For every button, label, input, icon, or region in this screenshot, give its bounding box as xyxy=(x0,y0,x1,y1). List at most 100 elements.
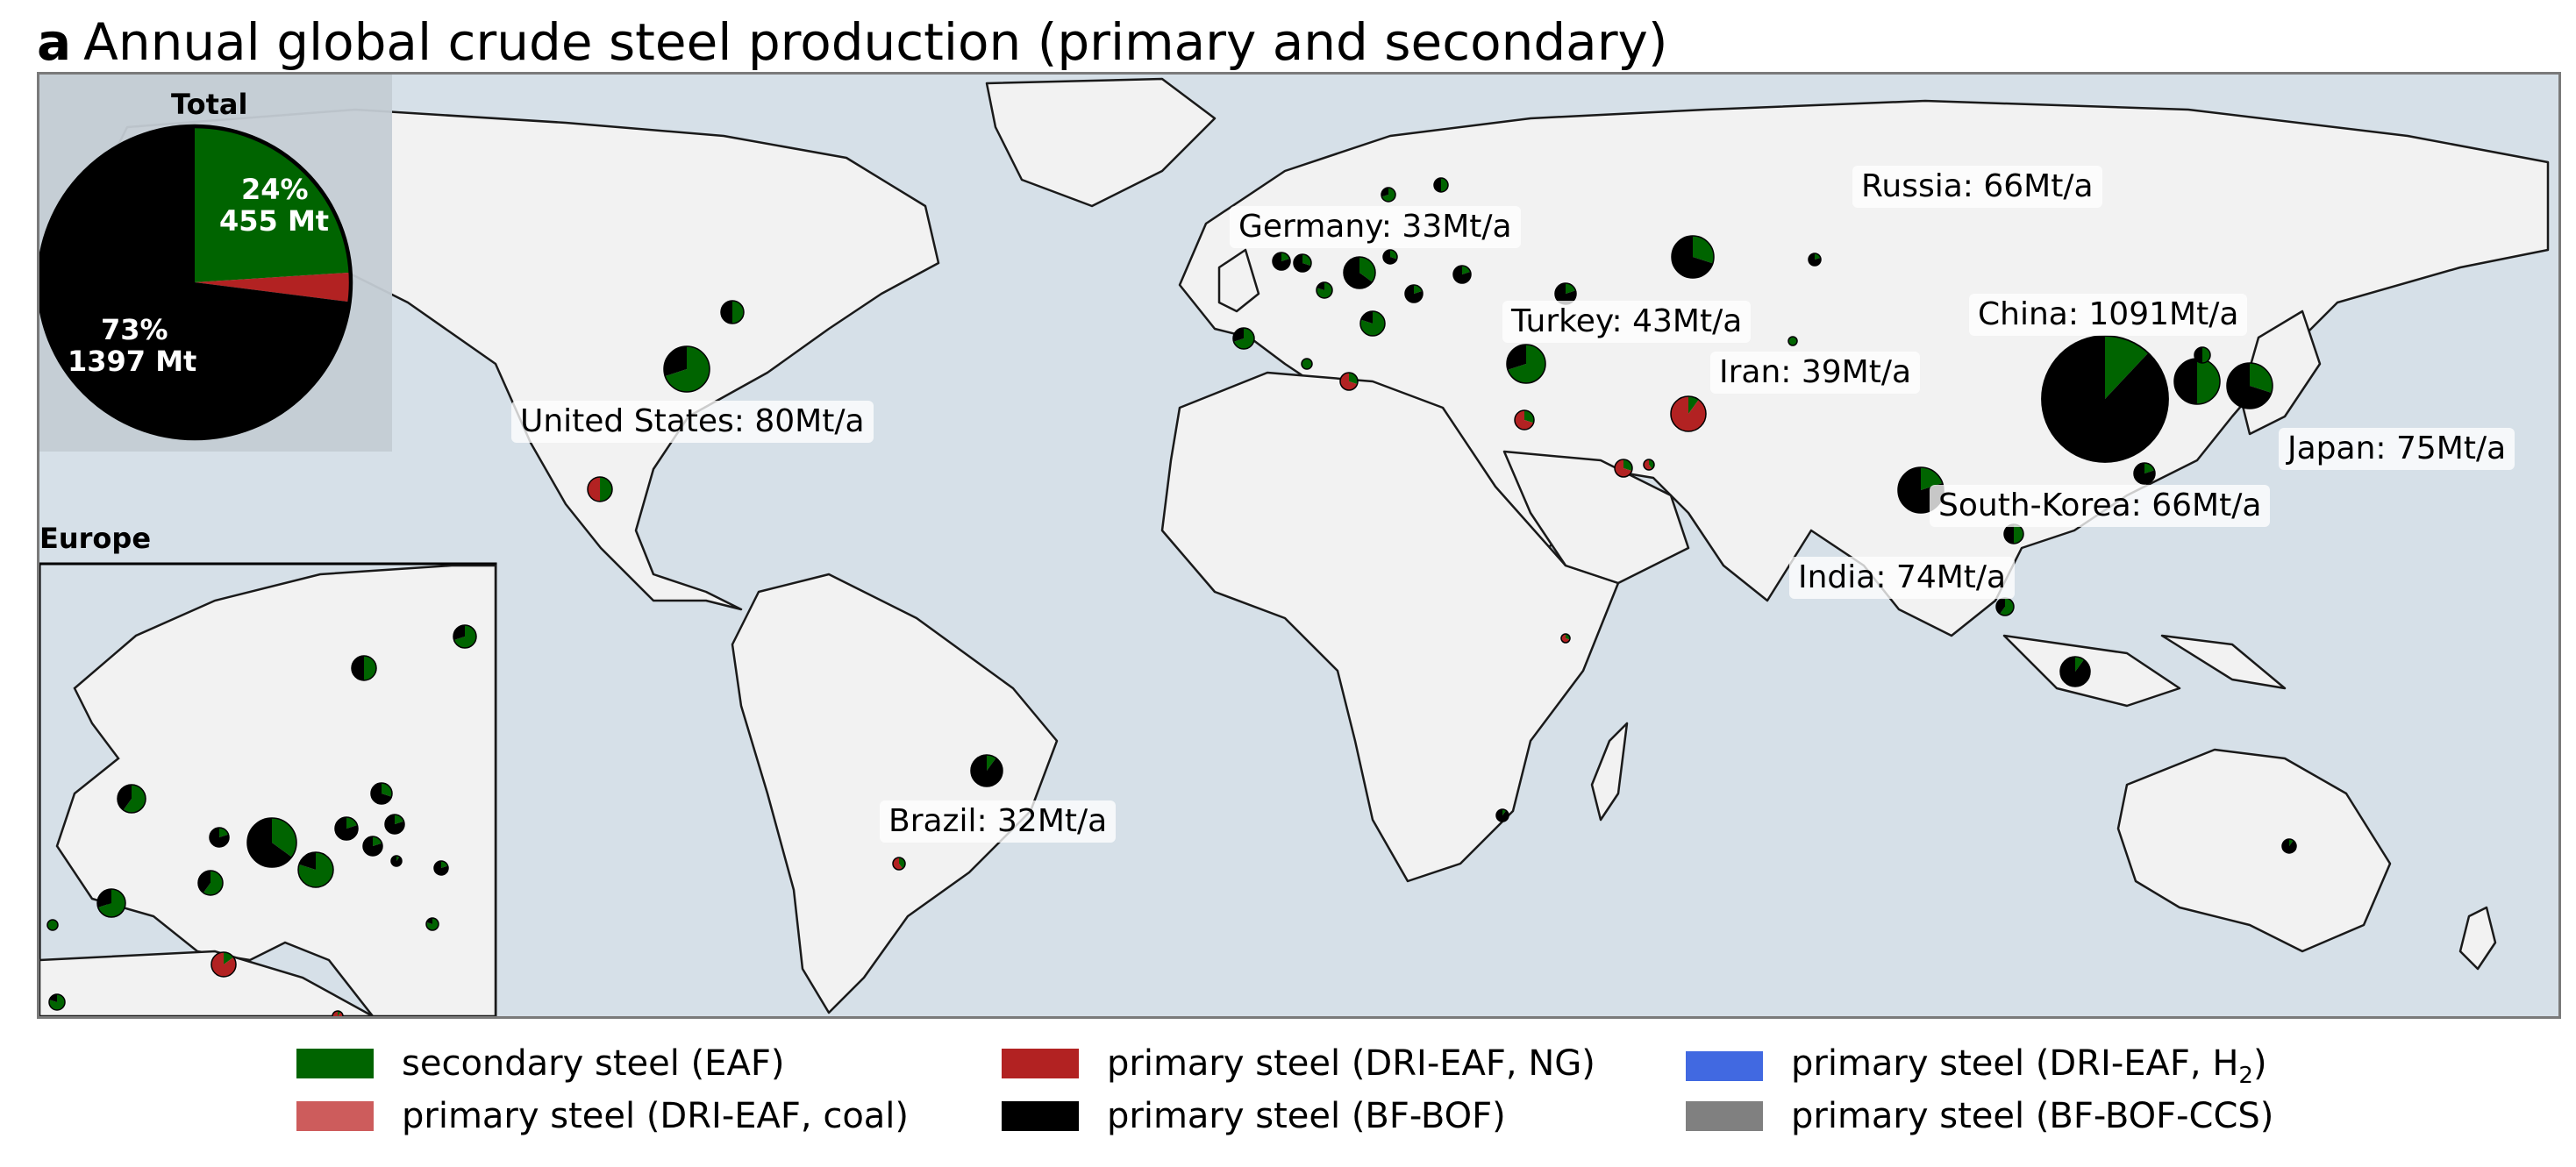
pie-qatar-slice-1 xyxy=(1644,459,1652,470)
pie-poland-outline xyxy=(1452,265,1472,284)
pie-saudi-slice-0 xyxy=(1623,459,1632,472)
pie-inset-france-slice-1 xyxy=(198,871,211,893)
pie-inset-belgium-slice-0 xyxy=(219,828,229,837)
pie-inset-algeria-slice-1 xyxy=(211,952,236,977)
pie-inset-belgium xyxy=(209,827,230,848)
pie-north-korea-outline xyxy=(2194,346,2211,364)
pie-inset-spain-outline xyxy=(96,888,126,918)
pie-label-secondary-pct: 24% xyxy=(241,173,309,206)
legend-label-ccs: primary steel (BF-BOF-CCS) xyxy=(1791,1096,2274,1136)
landmass-madagascar xyxy=(1590,722,1629,822)
pie-mexico xyxy=(587,476,613,502)
pie-inset-uk-outline xyxy=(117,784,146,814)
pie-iran-slice-1 xyxy=(1671,396,1707,431)
pie-brazil xyxy=(970,754,1003,787)
pie-inset-spain-slice-0 xyxy=(97,889,125,917)
pie-russia-slice-1 xyxy=(1671,236,1713,279)
pie-inset-greece-outline xyxy=(425,917,439,931)
pie-label-primary-mt: 1397 Mt xyxy=(68,345,197,378)
pie-argentina-slice-1 xyxy=(893,857,903,870)
pie-japan-outline xyxy=(2226,362,2273,409)
total-pie-outline xyxy=(39,124,353,441)
pie-south-korea-slice-1 xyxy=(2174,359,2197,404)
pie-inset-sweden xyxy=(351,655,377,681)
pie-inset-slovakia-outline xyxy=(384,814,405,835)
pie-belgium xyxy=(1293,253,1312,273)
pie-indonesia-outline xyxy=(2059,656,2091,687)
legend-label-dri-ng: primary steel (DRI-EAF, NG) xyxy=(1107,1043,1595,1084)
pie-algeria-outline xyxy=(1339,372,1359,391)
pie-russia-east-slice-0 xyxy=(1815,253,1821,260)
pie-morocco-slice-0 xyxy=(1302,359,1312,369)
pie-kazakhstan-outline xyxy=(1788,336,1798,346)
pie-malaysia-slice-0 xyxy=(2000,598,2014,616)
pie-morocco xyxy=(1301,358,1313,370)
total-pie xyxy=(39,124,353,441)
pie-mexico-slice-0 xyxy=(600,477,612,502)
pie-inset-czechia xyxy=(370,782,393,805)
europe-inset-title: Europe xyxy=(39,522,152,555)
pie-austria xyxy=(1404,284,1424,303)
pie-inset-algeria-outline xyxy=(211,951,237,978)
pie-inset-poland-slice-1 xyxy=(334,817,358,841)
pie-inset-poland xyxy=(334,816,359,841)
pie-japan-slice-0 xyxy=(2250,363,2273,394)
pie-us-north-slice-0 xyxy=(732,301,744,324)
pie-inset-france xyxy=(197,870,224,896)
pie-inset-portugal-slice-0 xyxy=(49,994,66,1010)
landmass-indonesia xyxy=(2002,634,2287,708)
pie-australia-slice-0 xyxy=(2289,839,2294,846)
pie-inset-romania-slice-1 xyxy=(434,861,448,875)
legend-swatch-dri-h2 xyxy=(1686,1051,1763,1081)
pie-united-states-outline xyxy=(663,345,710,393)
pie-turkey-outline xyxy=(1506,344,1546,384)
pie-turkey-slice-0 xyxy=(1508,345,1546,383)
legend-swatch-ccs xyxy=(1686,1101,1763,1131)
pie-spain xyxy=(1232,327,1255,350)
pie-algeria xyxy=(1339,372,1359,391)
pie-mexico-outline xyxy=(587,476,613,502)
pie-inset-romania-outline xyxy=(433,860,449,876)
pie-inset-finland xyxy=(453,624,477,649)
pie-egypt xyxy=(1514,409,1535,431)
europe-inset-land xyxy=(55,564,497,1016)
pie-poland-slice-0 xyxy=(1462,266,1471,274)
pie-iran-slice-0 xyxy=(1688,396,1699,414)
legend-label-dri-coal: primary steel (DRI-EAF, coal) xyxy=(402,1096,910,1136)
pie-finland-outline xyxy=(1381,187,1396,203)
pie-inset-portugal-outline xyxy=(48,993,66,1011)
pie-indonesia-slice-0 xyxy=(2075,657,2084,672)
figure-title: a Annual global crude steel production (p… xyxy=(37,7,1668,77)
pie-egypt-outline xyxy=(1514,409,1535,431)
legend-swatch-dri-ng xyxy=(1002,1049,1079,1078)
pie-taiwan-outline xyxy=(2133,462,2156,485)
pie-finland-slice-1 xyxy=(1381,188,1388,197)
pie-algeria-slice-1 xyxy=(1340,373,1358,390)
pie-france xyxy=(1316,281,1333,299)
legend-item-dri-coal: primary steel (DRI-EAF, coal) xyxy=(296,1096,909,1136)
pie-russia-east-outline xyxy=(1808,253,1822,267)
label-united-states: United States: 80Mt/a xyxy=(511,401,874,443)
pie-us-north xyxy=(720,300,745,324)
pie-uk-slice-0 xyxy=(1281,253,1290,261)
pie-inset-portugal-slice-1 xyxy=(49,994,57,1002)
total-inset-title: Total xyxy=(171,88,248,121)
pie-ethiopia xyxy=(1560,633,1571,644)
pie-austria-slice-0 xyxy=(1414,285,1423,294)
pie-vietnam-slice-1 xyxy=(2004,524,2014,544)
pie-north-korea-slice-1 xyxy=(2194,347,2202,363)
label-iran: Iran: 39Mt/a xyxy=(1710,352,1921,394)
label-germany: Germany: 33Mt/a xyxy=(1230,206,1521,248)
label-turkey: Turkey: 43Mt/a xyxy=(1502,301,1752,343)
legend-item-ccs: primary steel (BF-BOF-CCS) xyxy=(1686,1096,2273,1136)
legend-item-dri-h2: primary steel (DRI-EAF, H2) xyxy=(1686,1043,2267,1089)
pie-north-korea-slice-0 xyxy=(2202,347,2210,363)
landmass-australia xyxy=(2116,748,2392,953)
pie-inset-austria-slice-1 xyxy=(362,836,382,856)
legend-item-eaf: secondary steel (EAF) xyxy=(296,1043,784,1084)
pie-south-africa-outline xyxy=(1495,808,1509,822)
pie-taiwan-slice-1 xyxy=(2134,463,2155,485)
pie-united-states xyxy=(663,345,710,393)
pie-taiwan-slice-0 xyxy=(2144,463,2155,473)
pie-inset-austria-outline xyxy=(362,836,383,857)
